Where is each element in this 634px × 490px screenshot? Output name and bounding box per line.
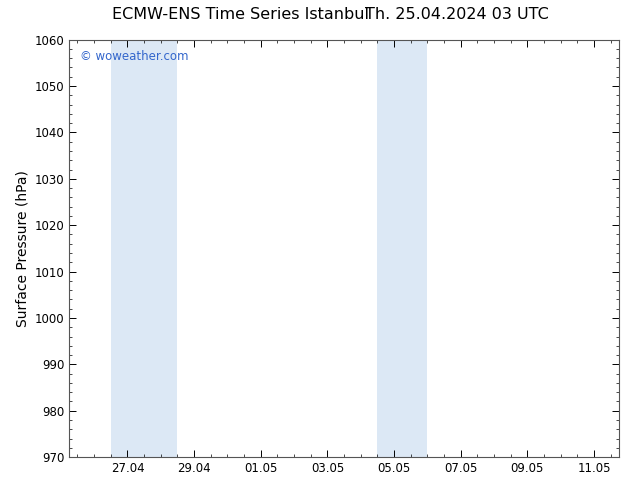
Y-axis label: Surface Pressure (hPa): Surface Pressure (hPa) xyxy=(15,170,29,327)
Text: ECMW-ENS Time Series Istanbul: ECMW-ENS Time Series Istanbul xyxy=(112,7,370,23)
Text: Th. 25.04.2024 03 UTC: Th. 25.04.2024 03 UTC xyxy=(365,7,548,23)
Bar xyxy=(377,40,427,457)
Bar xyxy=(111,40,178,457)
Text: © woweather.com: © woweather.com xyxy=(80,50,189,63)
